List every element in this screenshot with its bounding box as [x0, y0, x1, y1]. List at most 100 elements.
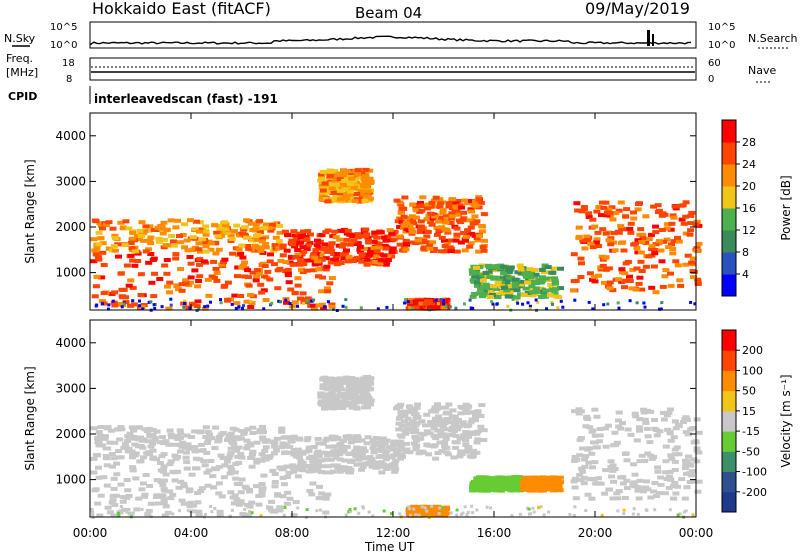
- data-cell: [617, 306, 621, 310]
- data-cell: [602, 468, 610, 473]
- data-cell: [398, 423, 406, 428]
- data-cell: [115, 254, 122, 259]
- data-cell: [522, 286, 530, 291]
- data-cell: [474, 238, 482, 243]
- colorbar-tick-label: 24: [742, 158, 756, 171]
- data-cell: [618, 226, 626, 231]
- data-cell: [373, 249, 381, 254]
- data-cell: [106, 307, 110, 311]
- data-cell: [522, 274, 530, 279]
- data-cell: [99, 250, 107, 255]
- data-cell: [435, 414, 442, 419]
- data-cell: [268, 508, 271, 512]
- data-cell: [509, 287, 517, 291]
- data-cell: [694, 489, 702, 494]
- data-cell: [670, 215, 678, 220]
- data-cell: [333, 400, 341, 405]
- data-cell: [599, 263, 607, 268]
- data-cell: [591, 433, 599, 438]
- data-cell: [197, 429, 205, 434]
- nsky-tick-top: 10^5: [50, 22, 77, 33]
- data-cell: [671, 204, 679, 209]
- data-cell: [395, 421, 403, 426]
- data-cell: [537, 505, 541, 509]
- data-cell: [241, 306, 244, 310]
- data-cell: [302, 234, 310, 239]
- data-cell: [261, 264, 269, 268]
- data-cell: [631, 512, 635, 516]
- data-cell: [265, 455, 273, 460]
- data-cell: [654, 203, 662, 208]
- data-cell: [138, 487, 146, 492]
- data-cell: [541, 294, 549, 299]
- data-cell: [384, 454, 392, 459]
- data-cell: [176, 449, 184, 454]
- data-cell: [221, 283, 229, 288]
- data-cell: [591, 274, 598, 279]
- nsky-spike: [647, 30, 650, 46]
- data-cell: [403, 449, 411, 454]
- data-cell: [397, 402, 405, 407]
- data-cell: [660, 301, 664, 305]
- data-cell: [407, 240, 415, 245]
- data-cell: [662, 268, 670, 273]
- data-cell: [357, 511, 361, 515]
- data-cell: [239, 512, 247, 516]
- data-cell: [350, 185, 358, 190]
- data-cell: [202, 240, 210, 245]
- data-cell: [694, 277, 702, 282]
- data-cell: [431, 405, 439, 410]
- data-cell: [121, 507, 129, 512]
- data-cell: [324, 249, 332, 254]
- data-cell: [363, 232, 371, 237]
- data-cell: [360, 246, 368, 251]
- data-cell: [183, 466, 191, 471]
- data-cell: [103, 483, 111, 488]
- data-cell: [593, 237, 601, 242]
- data-cell: [442, 405, 450, 410]
- data-cell: [229, 251, 237, 256]
- data-cell: [326, 168, 334, 173]
- data-cell: [683, 485, 691, 490]
- colorbar-tick-label: -50: [742, 445, 760, 458]
- data-cell: [324, 492, 332, 497]
- freq-tick-bottom: 8: [66, 74, 72, 85]
- data-cell: [613, 440, 621, 445]
- data-cell: [113, 493, 120, 498]
- data-cell: [575, 235, 583, 240]
- data-cell: [284, 490, 292, 495]
- data-cell: [300, 262, 308, 267]
- data-cell: [277, 299, 281, 303]
- data-cell: [306, 258, 314, 263]
- data-cell: [356, 244, 364, 249]
- data-cell: [478, 403, 486, 408]
- data-cell: [287, 287, 295, 292]
- data-cell: [247, 456, 255, 460]
- data-cell: [639, 236, 647, 241]
- data-cell: [136, 459, 144, 464]
- data-cell: [510, 514, 514, 518]
- data-cell: [576, 453, 584, 458]
- data-cell: [235, 445, 243, 450]
- data-cell: [274, 493, 282, 498]
- data-cell: [440, 305, 448, 310]
- data-cell: [204, 277, 212, 282]
- data-cell: [490, 284, 497, 289]
- data-cell: [366, 196, 374, 201]
- data-cell: [634, 485, 642, 489]
- data-cell: [644, 434, 652, 439]
- data-cell: [687, 221, 695, 226]
- data-cell: [196, 220, 204, 225]
- data-cell: [239, 255, 247, 260]
- data-cell: [470, 504, 474, 508]
- data-cell: [420, 450, 428, 455]
- data-cell: [635, 301, 639, 305]
- y-axis-label: Slant Range [km]: [23, 159, 37, 263]
- data-cell: [319, 186, 326, 191]
- data-cell: [182, 305, 186, 309]
- data-cell: [323, 286, 331, 291]
- colorbar-tick-label: 15: [742, 405, 756, 418]
- data-cell: [359, 186, 367, 191]
- data-cell: [146, 224, 154, 229]
- data-cell: [187, 505, 191, 509]
